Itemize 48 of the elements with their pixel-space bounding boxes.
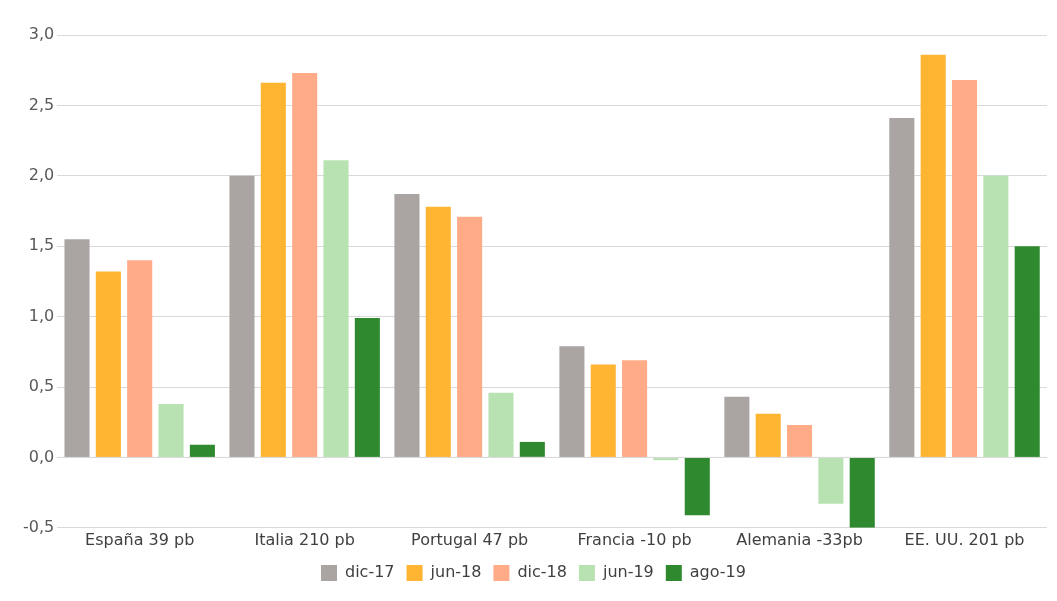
bar xyxy=(354,318,380,457)
legend-label: dic-17 xyxy=(345,562,395,582)
bar xyxy=(622,360,648,457)
bar xyxy=(457,216,483,457)
bar xyxy=(755,413,781,457)
x-tick-label: Alemania -33pb xyxy=(736,529,863,549)
y-tick-label: 3,0 xyxy=(28,24,55,44)
y-tick-label: 1,5 xyxy=(28,235,55,255)
legend-label: jun-18 xyxy=(429,562,482,582)
bar xyxy=(425,206,451,457)
bar xyxy=(189,444,215,457)
bar xyxy=(849,457,875,528)
legend-label: dic-18 xyxy=(517,562,567,582)
x-tick-label: España 39 pb xyxy=(85,529,195,549)
bar xyxy=(684,457,710,516)
y-tick-label: 2,5 xyxy=(28,94,55,114)
y-tick-label: 0,5 xyxy=(28,376,55,396)
bar xyxy=(983,175,1009,457)
bar xyxy=(920,54,946,457)
bar xyxy=(724,396,750,457)
bar xyxy=(64,239,90,457)
bar xyxy=(229,175,255,457)
bar xyxy=(323,160,349,457)
y-tick-label: 0,0 xyxy=(28,446,55,466)
legend-label: jun-19 xyxy=(601,562,654,582)
bar xyxy=(292,73,318,457)
bar xyxy=(158,403,184,457)
y-tick-label: 1,0 xyxy=(28,305,55,325)
x-tick-label: Italia 210 pb xyxy=(254,529,355,549)
bar xyxy=(95,271,121,457)
bar xyxy=(394,194,420,457)
x-tick-label: Portugal 47 pb xyxy=(411,529,529,549)
x-tick-label: EE. UU. 201 pb xyxy=(904,529,1025,549)
bar xyxy=(559,346,585,457)
bar xyxy=(127,260,153,457)
bar xyxy=(590,364,616,457)
bar xyxy=(818,457,844,504)
bar xyxy=(260,82,286,457)
legend-label: ago-19 xyxy=(689,562,746,582)
y-tick-label: 2,0 xyxy=(28,164,55,184)
bar xyxy=(889,118,915,457)
x-tick-label: Francia -10 pb xyxy=(577,529,692,549)
bar xyxy=(488,392,514,457)
bar xyxy=(951,80,978,457)
bar xyxy=(519,441,545,457)
bar xyxy=(1014,246,1040,457)
bar xyxy=(787,425,813,457)
y-tick-label: -0,5 xyxy=(23,516,55,536)
